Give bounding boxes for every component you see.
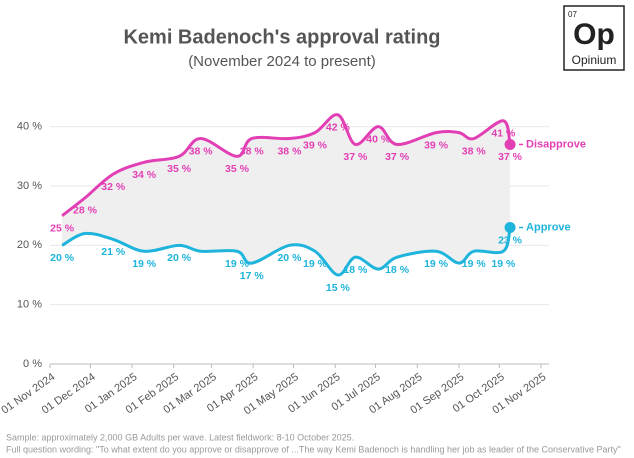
logo-number: 07 [568,10,577,19]
chart-title: Kemi Badenoch's approval rating [123,26,440,48]
logo-mark: Op [573,18,615,51]
value-label: 35 % [167,163,192,175]
value-label: 19 % [491,258,516,270]
value-label: 19 % [462,258,487,270]
logo-name: Opinium [572,53,617,67]
value-label: 37 % [498,151,523,163]
value-label: 38 % [189,145,214,157]
value-label: 42 % [326,122,351,134]
end-marker [504,138,516,150]
value-label: 40 % [366,133,391,145]
footnote: Full question wording: "To what extent d… [6,444,621,454]
chart-subtitle: (November 2024 to present) [188,53,376,70]
value-label: 19 % [424,258,449,270]
series-line [61,113,512,217]
value-label: 37 % [385,151,410,163]
value-label: 19 % [225,258,250,270]
value-label: 39 % [424,139,449,151]
value-label: 38 % [277,145,302,157]
value-label: 18 % [343,264,368,276]
value-label: 34 % [132,169,157,181]
gap-band [62,114,511,276]
y-tick-label: 20 % [17,239,42,251]
value-label: 15 % [326,282,351,294]
value-label: 41 % [491,128,516,140]
y-tick-label: 40 % [17,121,42,133]
value-label: 19 % [303,258,328,270]
footnote: Sample: approximately 2,000 GB Adults pe… [6,432,354,442]
end-marker [504,222,516,234]
value-label: 39 % [303,139,328,151]
legend-label: Disapprove [526,138,586,150]
value-label: 28 % [73,205,98,217]
y-tick-label: 30 % [17,180,42,192]
value-label: 37 % [343,151,368,163]
y-tick-label: 10 % [17,299,42,311]
value-label: 19 % [132,258,157,270]
legend-label: Approve [526,221,571,233]
value-label: 35 % [225,163,250,175]
value-label: 20 % [50,252,75,264]
value-label: 20 % [277,252,302,264]
value-label: 32 % [101,181,126,193]
value-label: 23 % [498,234,523,246]
logo-box [563,5,625,71]
value-label: 38 % [240,145,265,157]
value-label: 20 % [167,252,192,264]
series-line [61,227,512,277]
value-label: 21 % [101,246,126,258]
y-tick-label: 0 % [23,358,42,370]
value-label: 25 % [50,222,75,234]
value-label: 18 % [385,264,410,276]
value-label: 38 % [462,145,487,157]
value-label: 17 % [240,270,265,282]
